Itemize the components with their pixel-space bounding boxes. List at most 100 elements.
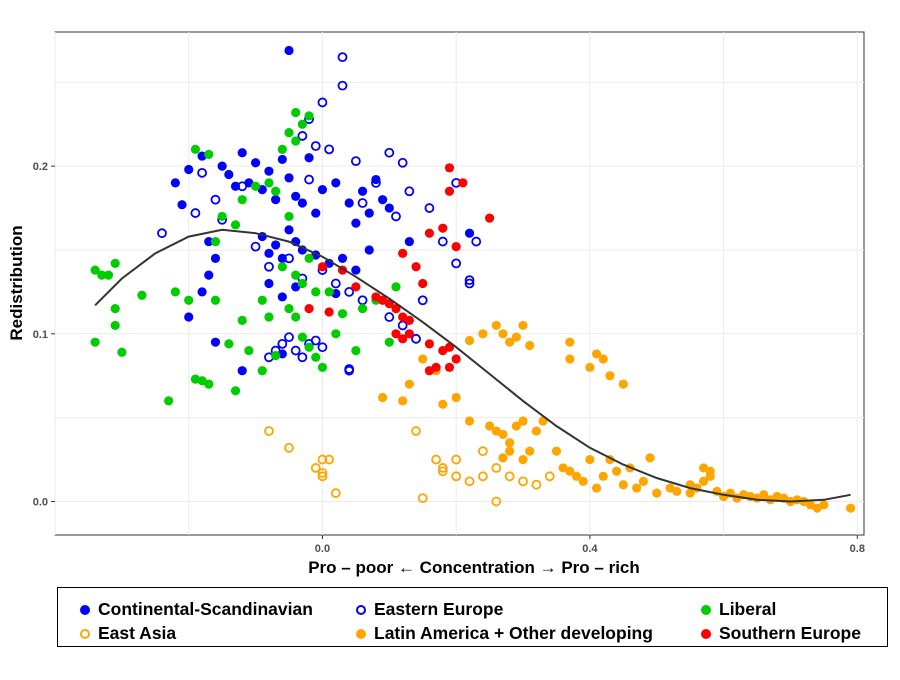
point-continental-scandinavian	[378, 195, 388, 205]
point-continental-scandinavian	[264, 278, 274, 289]
y-tick-label: 0.0	[33, 496, 48, 508]
point-east-asia	[317, 471, 328, 482]
point-liberal	[297, 332, 307, 342]
legend-item-continental-scandinavian: Continental-Scandinavian	[80, 599, 313, 620]
point-eastern-europe	[190, 208, 201, 218]
point-liberal	[271, 350, 281, 361]
point-southern-europe	[404, 315, 414, 325]
point-southern-europe	[411, 262, 421, 272]
point-continental-scandinavian	[284, 45, 294, 56]
point-liberal	[304, 253, 314, 263]
point-latin-america-other-developing	[464, 416, 475, 426]
point-east-asia	[264, 426, 274, 436]
point-latin-america-other-developing	[698, 476, 709, 486]
point-latin-america-other-developing	[498, 329, 508, 339]
point-eastern-europe	[337, 52, 348, 63]
point-liberal	[110, 304, 120, 314]
x-axis-ticks: 0.0 0.4 0.8	[315, 535, 865, 555]
point-eastern-europe	[344, 365, 355, 376]
point-east-asia	[324, 454, 335, 465]
point-eastern-europe	[284, 332, 294, 343]
point-east-asia	[330, 488, 341, 498]
point-eastern-europe	[297, 131, 308, 141]
legend-label: Continental-Scandinavian	[98, 599, 313, 619]
point-liberal	[277, 144, 287, 154]
point-southern-europe	[458, 178, 468, 188]
point-liberal	[277, 262, 287, 272]
legend-item-eastern-europe: Eastern Europe	[356, 599, 503, 620]
legend-key-latin-america	[356, 628, 366, 639]
point-continental-scandinavian	[184, 164, 194, 175]
point-continental-scandinavian	[464, 228, 475, 238]
point-eastern-europe	[384, 312, 395, 322]
point-eastern-europe	[371, 177, 381, 188]
y-tick-label: 0.1	[33, 329, 48, 341]
point-latin-america-other-developing	[591, 483, 602, 493]
point-southern-europe	[418, 278, 428, 289]
point-latin-america-other-developing	[846, 503, 856, 513]
point-latin-america-other-developing	[498, 453, 508, 463]
point-latin-america-other-developing	[511, 332, 521, 342]
point-southern-europe	[438, 223, 448, 233]
point-liberal	[250, 181, 261, 191]
point-east-asia	[491, 496, 502, 507]
point-east-asia	[464, 476, 475, 487]
point-eastern-europe	[350, 156, 361, 167]
legend-label: Liberal	[719, 599, 777, 619]
point-southern-europe	[404, 329, 414, 339]
point-liberal	[224, 339, 234, 349]
point-eastern-europe	[157, 228, 167, 239]
point-liberal	[291, 270, 301, 280]
grid-lines	[54, 32, 864, 535]
point-latin-america-other-developing	[672, 486, 682, 497]
point-continental-scandinavian	[204, 236, 214, 247]
point-southern-europe	[398, 334, 408, 344]
point-continental-scandinavian	[170, 178, 180, 188]
point-east-asia	[417, 493, 428, 504]
point-latin-america-other-developing	[464, 335, 475, 346]
point-latin-america-other-developing	[705, 466, 715, 476]
point-eastern-europe	[391, 211, 401, 222]
point-eastern-europe	[250, 241, 261, 252]
point-latin-america-other-developing	[505, 446, 515, 456]
point-liberal	[291, 312, 301, 322]
point-liberal	[297, 119, 307, 129]
point-continental-scandinavian	[264, 166, 274, 176]
legend-item-latin-america: Latin America + Other developing	[356, 623, 653, 644]
point-liberal	[351, 345, 361, 356]
point-liberal	[384, 337, 394, 347]
point-eastern-europe	[344, 286, 355, 297]
point-east-asia	[437, 463, 448, 473]
point-continental-scandinavian	[304, 153, 314, 163]
point-continental-scandinavian	[224, 169, 234, 180]
point-east-asia	[317, 454, 328, 465]
point-liberal	[110, 258, 120, 268]
point-eastern-europe	[411, 333, 421, 344]
point-eastern-europe	[310, 141, 321, 151]
point-southern-europe	[424, 339, 435, 349]
point-latin-america-other-developing	[418, 354, 428, 364]
point-east-asia	[317, 468, 328, 478]
point-eastern-europe	[290, 345, 301, 356]
point-eastern-europe	[464, 278, 475, 289]
point-liberal	[257, 366, 267, 376]
point-liberal	[391, 282, 401, 292]
point-latin-america-other-developing	[478, 329, 488, 339]
point-latin-america-other-developing	[598, 471, 608, 481]
point-latin-america-other-developing	[518, 416, 528, 426]
point-continental-scandinavian	[210, 253, 221, 263]
point-latin-america-other-developing	[638, 476, 648, 486]
point-liberal	[244, 345, 254, 356]
point-continental-scandinavian	[337, 253, 348, 263]
point-liberal	[264, 312, 274, 322]
plot-panel	[54, 31, 865, 536]
point-latin-america-other-developing	[378, 392, 388, 403]
point-southern-europe	[351, 282, 361, 292]
legend: Continental-Scandinavian Eastern Europe …	[57, 587, 888, 647]
point-liberal	[304, 342, 314, 352]
point-continental-scandinavian	[237, 148, 247, 158]
point-east-asia	[544, 471, 555, 482]
point-continental-scandinavian	[277, 154, 287, 165]
point-eastern-europe	[237, 181, 248, 192]
point-continental-scandinavian	[351, 218, 361, 228]
